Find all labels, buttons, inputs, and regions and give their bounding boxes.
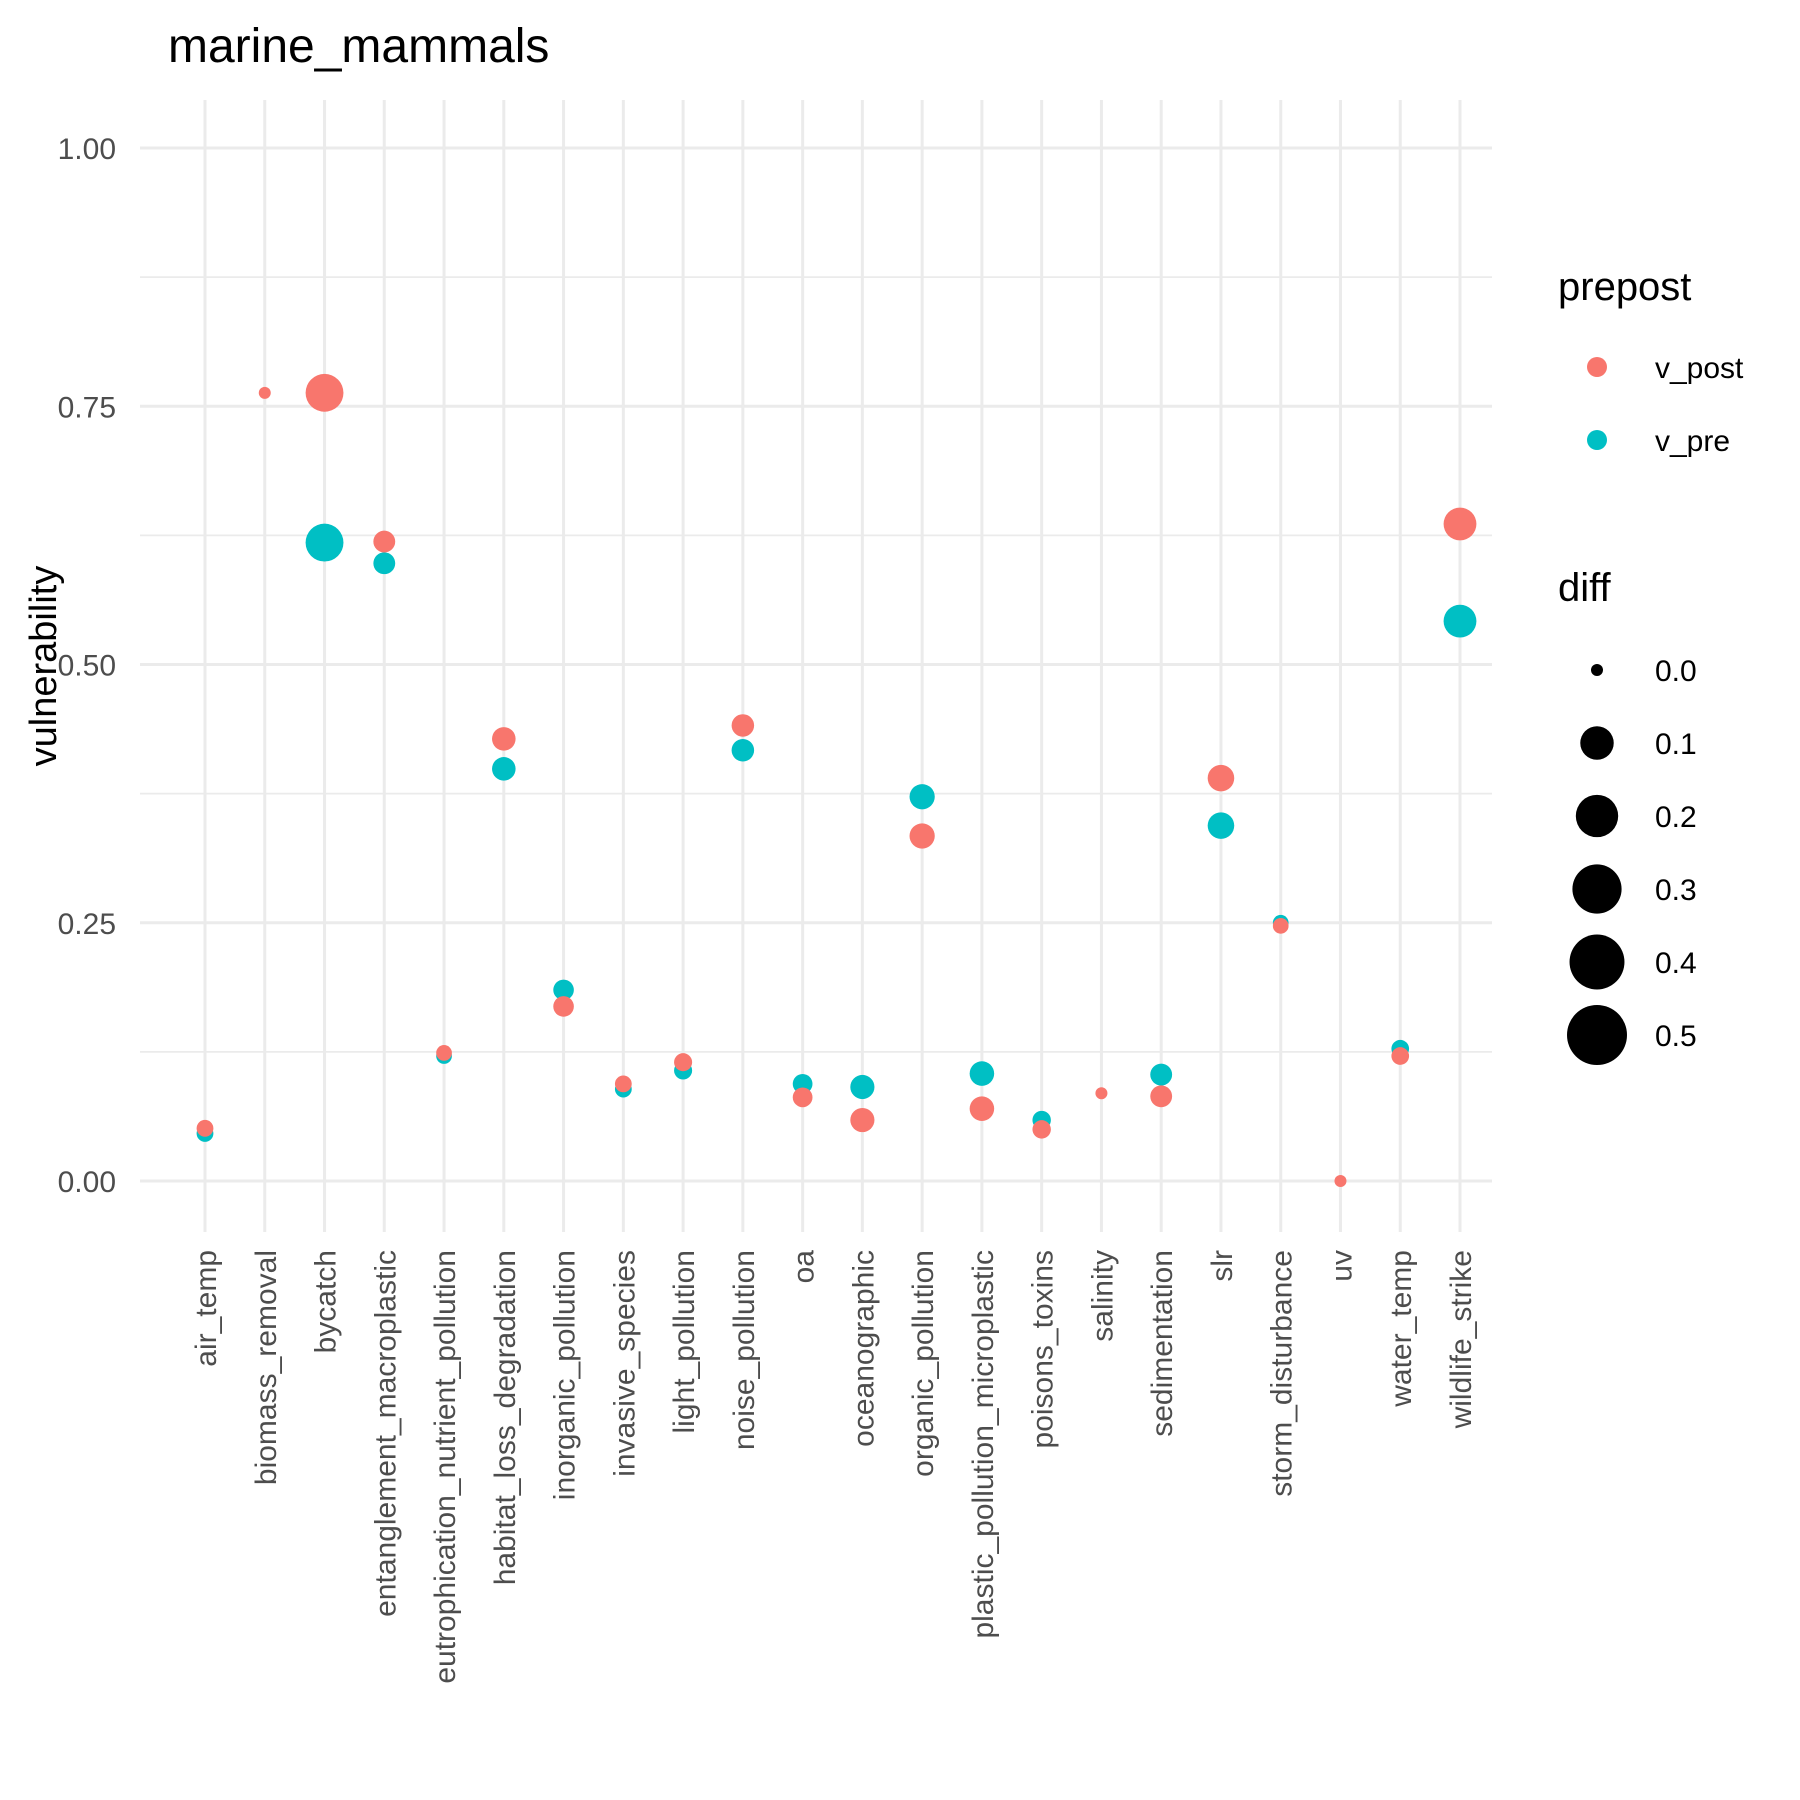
legend-color-title: prepost <box>1558 265 1691 309</box>
x-tick-label: inorganic_pollution <box>549 1250 582 1500</box>
point-v_post-salinity <box>1095 1087 1108 1100</box>
legend-size-label: 0.0 <box>1655 655 1697 688</box>
legend-size-key <box>1569 934 1625 990</box>
point-v_post-air_temp <box>196 1119 214 1137</box>
x-tick-label: poisons_toxins <box>1027 1250 1060 1448</box>
y-tick-label: 0.25 <box>58 908 116 941</box>
x-tick-label: air_temp <box>190 1250 223 1367</box>
point-v_post-poisons_toxins <box>1032 1120 1051 1139</box>
point-v_post-light_pollution <box>674 1053 693 1072</box>
point-v_post-biomass_removal <box>258 386 271 399</box>
y-tick-label: 1.00 <box>58 133 116 166</box>
point-v_post-noise_pollution <box>731 714 755 737</box>
x-tick-label: storm_disturbance <box>1266 1250 1299 1497</box>
x-tick-label: bycatch <box>310 1250 343 1353</box>
point-v_pre-sedimentation <box>1150 1063 1173 1086</box>
point-v_post-uv <box>1334 1175 1347 1187</box>
legend-size-key <box>1575 794 1619 838</box>
point-v_pre-organic_pollution <box>909 784 935 810</box>
point-v_post-oceanographic <box>850 1107 875 1133</box>
point-v_pre-bycatch <box>305 523 344 562</box>
x-tick-label: light_pollution <box>668 1250 701 1433</box>
point-v_post-inorganic_pollution <box>553 996 574 1017</box>
point-v_pre-habitat_loss_degradation <box>492 757 516 781</box>
legend-key-v_post <box>1587 357 1607 377</box>
x-tick-label: water_temp <box>1385 1250 1418 1408</box>
legend-size-key <box>1591 664 1603 676</box>
y-tick-label: 0.50 <box>58 650 116 683</box>
point-v_pre-inorganic_pollution <box>553 979 574 1001</box>
legend-size-entries: 0.0 0.1 0.2 0.3 0.4 0.5 <box>1567 655 1697 1065</box>
point-v_post-sedimentation <box>1150 1085 1173 1108</box>
point-v_pre-oceanographic <box>850 1074 875 1100</box>
y-tick-label: 0.00 <box>58 1166 116 1199</box>
point-v_pre-wildlife_strike <box>1443 604 1477 638</box>
legend-size-label: 0.4 <box>1655 947 1697 980</box>
x-tick-label: oa <box>788 1250 821 1284</box>
y-axis-ticks: 0.00 0.25 0.50 0.75 1.00 <box>58 133 116 1199</box>
x-tick-label: salinity <box>1086 1250 1119 1342</box>
x-tick-label: habitat_loss_degradation <box>489 1250 522 1585</box>
legend-key-v_pre <box>1587 430 1607 450</box>
point-v_post-storm_disturbance <box>1272 917 1289 934</box>
y-axis-label: vulnerability <box>23 566 65 767</box>
point-v_pre-noise_pollution <box>731 738 755 762</box>
point-v_pre-plastic_pollution_microplastic <box>969 1061 995 1086</box>
legend: prepost v_post v_pre diff 0.0 0.1 0.2 0.3 0.4… <box>1558 265 1744 1065</box>
x-tick-label: organic_pollution <box>907 1250 940 1477</box>
legend-size-label: 0.3 <box>1655 874 1697 907</box>
chart-title: marine_mammals <box>168 20 549 73</box>
point-v_post-water_temp <box>1391 1047 1410 1065</box>
legend-size-key <box>1567 1005 1627 1065</box>
x-tick-label: uv <box>1325 1250 1358 1282</box>
x-tick-label: entanglement_macroplastic <box>369 1250 402 1617</box>
point-v_post-slr <box>1207 764 1235 792</box>
legend-size-key <box>1580 726 1614 760</box>
legend-size-label: 0.5 <box>1655 1020 1697 1053</box>
legend-label-v_post: v_post <box>1655 352 1744 385</box>
point-v_post-entanglement_macroplastic <box>373 530 396 553</box>
point-v_post-organic_pollution <box>909 823 935 849</box>
y-tick-label: 0.75 <box>58 391 116 424</box>
point-v_pre-entanglement_macroplastic <box>373 552 396 575</box>
data-points <box>196 373 1477 1187</box>
point-v_post-invasive_species <box>614 1075 632 1093</box>
x-tick-label: oceanographic <box>847 1250 880 1447</box>
point-v_post-oa <box>792 1087 813 1108</box>
grid-lines <box>140 100 1492 1232</box>
x-tick-label: invasive_species <box>608 1250 641 1477</box>
legend-label-v_pre: v_pre <box>1655 425 1730 458</box>
point-v_post-eutrophication_nutrient_pollution <box>436 1045 452 1061</box>
legend-size-label: 0.2 <box>1655 801 1697 834</box>
x-tick-label: sedimentation <box>1146 1250 1179 1437</box>
x-tick-label: noise_pollution <box>728 1250 761 1450</box>
x-tick-label: plastic_pollution_microplastic <box>967 1250 1000 1639</box>
legend-size-label: 0.1 <box>1655 728 1697 761</box>
x-tick-label: eutrophication_nutrient_pollution <box>429 1250 462 1684</box>
x-tick-label: slr <box>1206 1250 1239 1282</box>
point-v_post-wildlife_strike <box>1443 507 1477 541</box>
point-v_post-plastic_pollution_microplastic <box>969 1096 995 1121</box>
legend-color-entries: v_post v_pre <box>1587 352 1744 458</box>
x-tick-label: biomass_removal <box>250 1250 283 1485</box>
legend-size-title: diff <box>1558 566 1612 610</box>
legend-size-key <box>1572 864 1622 914</box>
point-v_post-habitat_loss_degradation <box>492 727 516 751</box>
point-v_post-bycatch <box>305 373 344 412</box>
x-tick-label: wildlife_strike <box>1445 1250 1478 1429</box>
point-v_pre-slr <box>1207 812 1235 839</box>
x-axis-ticks: air_temp biomass_removal bycatch entangleme… <box>190 1250 1478 1684</box>
